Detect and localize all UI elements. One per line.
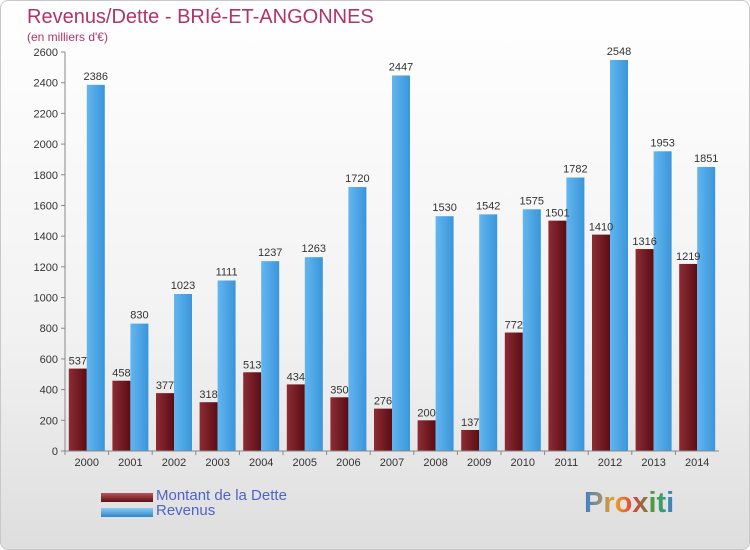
- dette-bar: [330, 397, 349, 451]
- x-tick-label: 2008: [423, 457, 447, 469]
- x-tick-label: 2006: [336, 457, 360, 469]
- y-tick-label: 1400: [34, 231, 58, 243]
- dette-data-label: 458: [112, 368, 130, 380]
- dette-bar: [199, 402, 218, 451]
- x-tick-label: 2009: [467, 457, 491, 469]
- x-tick-label: 2012: [598, 457, 622, 469]
- y-tick-label: 2200: [34, 108, 58, 120]
- chart-title: Revenus/Dette - BRIé-ET-ANGONNES: [27, 6, 374, 28]
- x-tick-label: 2003: [205, 457, 229, 469]
- x-tick-label: 2014: [685, 457, 709, 469]
- revenus-data-label: 1851: [694, 153, 718, 165]
- dette-bar: [286, 384, 305, 451]
- revenus-data-label: 1720: [345, 173, 369, 185]
- dette-data-label: 537: [69, 356, 87, 368]
- dette-bar: [374, 408, 392, 451]
- dette-data-label: 276: [374, 396, 392, 408]
- x-tick-label: 2007: [380, 457, 404, 469]
- x-tick-label: 2011: [555, 457, 579, 469]
- dette-data-label: 1410: [589, 222, 613, 234]
- y-tick-label: 1800: [34, 170, 58, 182]
- x-tick-label: 2002: [162, 457, 186, 469]
- dette-data-label: 1501: [545, 208, 569, 220]
- revenus-bar: [653, 151, 672, 451]
- x-tick-label: 2000: [75, 457, 99, 469]
- revenus-data-label: 1953: [650, 137, 674, 149]
- dette-bar: [112, 380, 131, 451]
- revenus-bar: [348, 187, 367, 452]
- legend-swatch-dette: [101, 493, 153, 502]
- dette-bar: [243, 372, 262, 451]
- dette-bar: [635, 249, 654, 451]
- y-tick-label: 2600: [34, 47, 58, 59]
- revenus-data-label: 1530: [432, 202, 456, 214]
- dette-bar: [68, 368, 87, 451]
- revenus-bar: [392, 75, 410, 451]
- dette-data-label: 434: [287, 371, 305, 383]
- dette-data-label: 1219: [676, 251, 700, 263]
- y-tick-label: 1200: [34, 262, 58, 274]
- dette-data-label: 772: [505, 320, 523, 332]
- y-tick-label: 400: [40, 385, 58, 397]
- dette-bar: [592, 234, 610, 451]
- revenus-data-label: 1542: [476, 200, 500, 212]
- revenus-data-label: 1575: [520, 195, 544, 207]
- revenus-bar: [479, 214, 498, 451]
- dette-bar: [156, 393, 174, 451]
- revenus-bar: [435, 216, 454, 451]
- dette-data-label: 1316: [632, 236, 656, 248]
- revenus-data-label: 830: [130, 310, 148, 322]
- y-tick-label: 0: [52, 446, 58, 458]
- dette-data-label: 513: [243, 359, 261, 371]
- revenus-data-label: 1782: [563, 164, 587, 176]
- dette-data-label: 350: [330, 384, 348, 396]
- dette-bar: [417, 420, 436, 451]
- y-tick-label: 1000: [34, 293, 58, 305]
- dette-data-label: 200: [417, 407, 435, 419]
- revenus-bar: [174, 294, 192, 451]
- dette-data-label: 137: [461, 417, 479, 429]
- x-tick-label: 2010: [511, 457, 535, 469]
- revenus-bar: [261, 261, 280, 451]
- dette-bar: [504, 332, 523, 451]
- y-tick-label: 2400: [34, 78, 58, 90]
- dette-bar: [461, 429, 480, 451]
- dette-data-label: 377: [156, 380, 174, 392]
- revenus-data-label: 2386: [84, 71, 108, 83]
- x-tick-label: 2004: [249, 457, 273, 469]
- dette-bar: [679, 263, 698, 451]
- revenus-bar: [610, 59, 628, 451]
- x-tick-label: 2001: [118, 457, 142, 469]
- revenus-bar: [86, 84, 105, 452]
- revenus-data-label: 1263: [302, 243, 326, 255]
- revenus-bar: [130, 323, 149, 451]
- y-tick-label: 200: [40, 415, 58, 427]
- revenus-bar: [697, 166, 716, 451]
- revenus-data-label: 1111: [216, 267, 238, 279]
- revenus-data-label: 2447: [389, 61, 413, 73]
- dette-data-label: 318: [199, 389, 217, 401]
- y-tick-label: 1600: [34, 200, 58, 212]
- y-tick-label: 600: [40, 354, 58, 366]
- y-tick-label: 2000: [34, 139, 58, 151]
- revenus-bar: [217, 280, 236, 451]
- chart-subtitle: (en milliers d'€): [27, 30, 108, 44]
- x-tick-label: 2005: [293, 457, 317, 469]
- revenus-data-label: 1237: [258, 247, 282, 259]
- legend-label-dette: Montant de la Dette: [156, 487, 287, 504]
- dette-bar: [548, 220, 567, 451]
- legend-swatch-revenus: [101, 508, 153, 517]
- x-tick-label: 2013: [641, 457, 665, 469]
- revenus-data-label: 2548: [607, 46, 631, 58]
- revenus-bar: [304, 257, 323, 451]
- proxiti-logo: Proxiti: [584, 487, 675, 519]
- revenus-bar: [566, 177, 585, 451]
- y-tick-label: 800: [40, 323, 58, 335]
- revenus-data-label: 1023: [171, 280, 195, 292]
- legend-label-revenus: Revenus: [156, 502, 216, 519]
- revenus-bar: [522, 209, 541, 451]
